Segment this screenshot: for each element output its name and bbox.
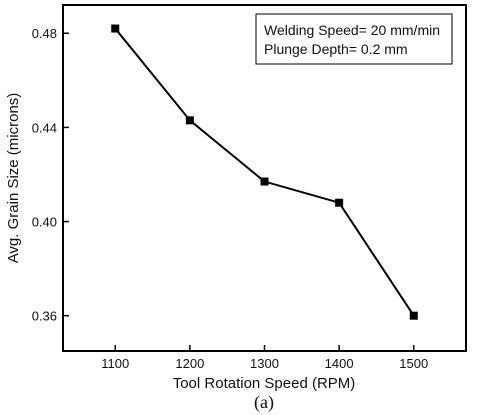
annotation-plunge-depth: Plunge Depth= 0.2 mm [264,41,408,57]
x-tick-label: 1200 [175,356,204,371]
y-tick-label: 0.44 [32,120,57,135]
y-tick-label: 0.40 [32,215,57,230]
data-point-marker [260,177,269,186]
x-tick-label: 1500 [399,356,428,371]
x-tick-label: 1400 [325,356,354,371]
data-point-marker [335,198,344,207]
x-axis-ticks: 1100 1200 1300 1400 1500 [101,345,428,371]
figure-caption: (a) [254,392,274,413]
x-axis-label: Tool Rotation Speed (RPM) [173,375,356,392]
legend-annotation-box: Welding Speed= 20 mm/min Plunge Depth= 0… [255,13,453,65]
data-point-marker [185,116,194,125]
data-point-marker [111,24,120,33]
x-tick-label: 1300 [250,356,279,371]
y-tick-label: 0.36 [32,309,57,324]
annotation-welding-speed: Welding Speed= 20 mm/min [264,22,440,38]
series-line [114,27,415,317]
data-point-marker [409,311,418,320]
series-markers [111,24,418,320]
y-axis-ticks: 0.36 0.40 0.44 0.48 [32,26,69,324]
y-axis-label: Avg. Grain Size (microns) [5,93,22,264]
x-tick-label: 1100 [101,356,129,371]
y-tick-label: 0.48 [32,26,57,41]
